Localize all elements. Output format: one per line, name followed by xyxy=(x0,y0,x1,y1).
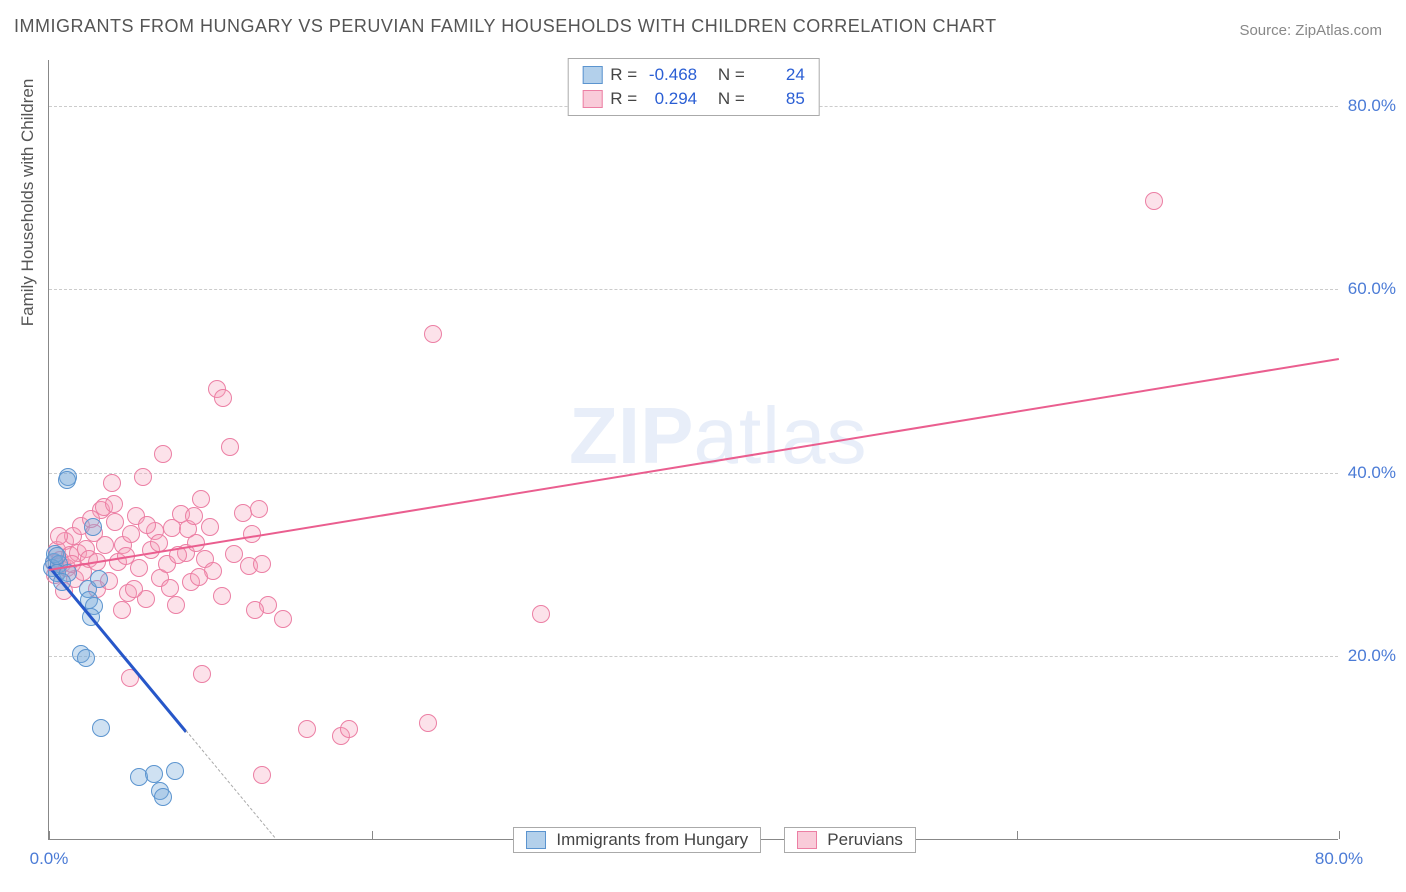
series-label-blue: Immigrants from Hungary xyxy=(556,830,748,850)
trendline-pink xyxy=(49,358,1339,571)
stats-legend-row-pink: R = 0.294 N = 85 xyxy=(582,87,805,111)
plot-area: ZIPatlas R = -0.468 N = 24 R = 0.294 N =… xyxy=(48,60,1338,840)
y-tick-label: 20.0% xyxy=(1344,646,1396,666)
trendlines-layer xyxy=(49,60,1338,839)
series-legend-pink: Peruvians xyxy=(784,827,916,853)
n-value-blue: 24 xyxy=(753,63,805,87)
swatch-pink-icon xyxy=(797,831,817,849)
swatch-blue-icon xyxy=(582,66,602,84)
n-label: N = xyxy=(718,87,745,111)
source-attribution: Source: ZipAtlas.com xyxy=(1239,22,1382,39)
n-value-pink: 85 xyxy=(753,87,805,111)
r-label: R = xyxy=(610,87,637,111)
trendline-blue-extrapolated xyxy=(186,730,275,838)
r-label: R = xyxy=(610,63,637,87)
swatch-pink-icon xyxy=(582,90,602,108)
n-label: N = xyxy=(718,63,745,87)
x-tick-mark xyxy=(1339,831,1340,839)
stats-legend: R = -0.468 N = 24 R = 0.294 N = 85 xyxy=(567,58,820,116)
r-value-pink: 0.294 xyxy=(645,87,697,111)
x-tick-label: 0.0% xyxy=(30,849,69,869)
trendline-blue xyxy=(48,565,187,732)
x-tick-label: 80.0% xyxy=(1315,849,1363,869)
series-label-pink: Peruvians xyxy=(827,830,903,850)
r-value-blue: -0.468 xyxy=(645,63,697,87)
stats-legend-row-blue: R = -0.468 N = 24 xyxy=(582,63,805,87)
y-axis-label: Family Households with Children xyxy=(18,79,38,327)
swatch-blue-icon xyxy=(526,831,546,849)
y-tick-label: 40.0% xyxy=(1344,463,1396,483)
chart-title: IMMIGRANTS FROM HUNGARY VS PERUVIAN FAMI… xyxy=(14,16,997,37)
y-tick-label: 80.0% xyxy=(1344,96,1396,116)
series-legend-blue: Immigrants from Hungary xyxy=(513,827,761,853)
y-tick-label: 60.0% xyxy=(1344,279,1396,299)
